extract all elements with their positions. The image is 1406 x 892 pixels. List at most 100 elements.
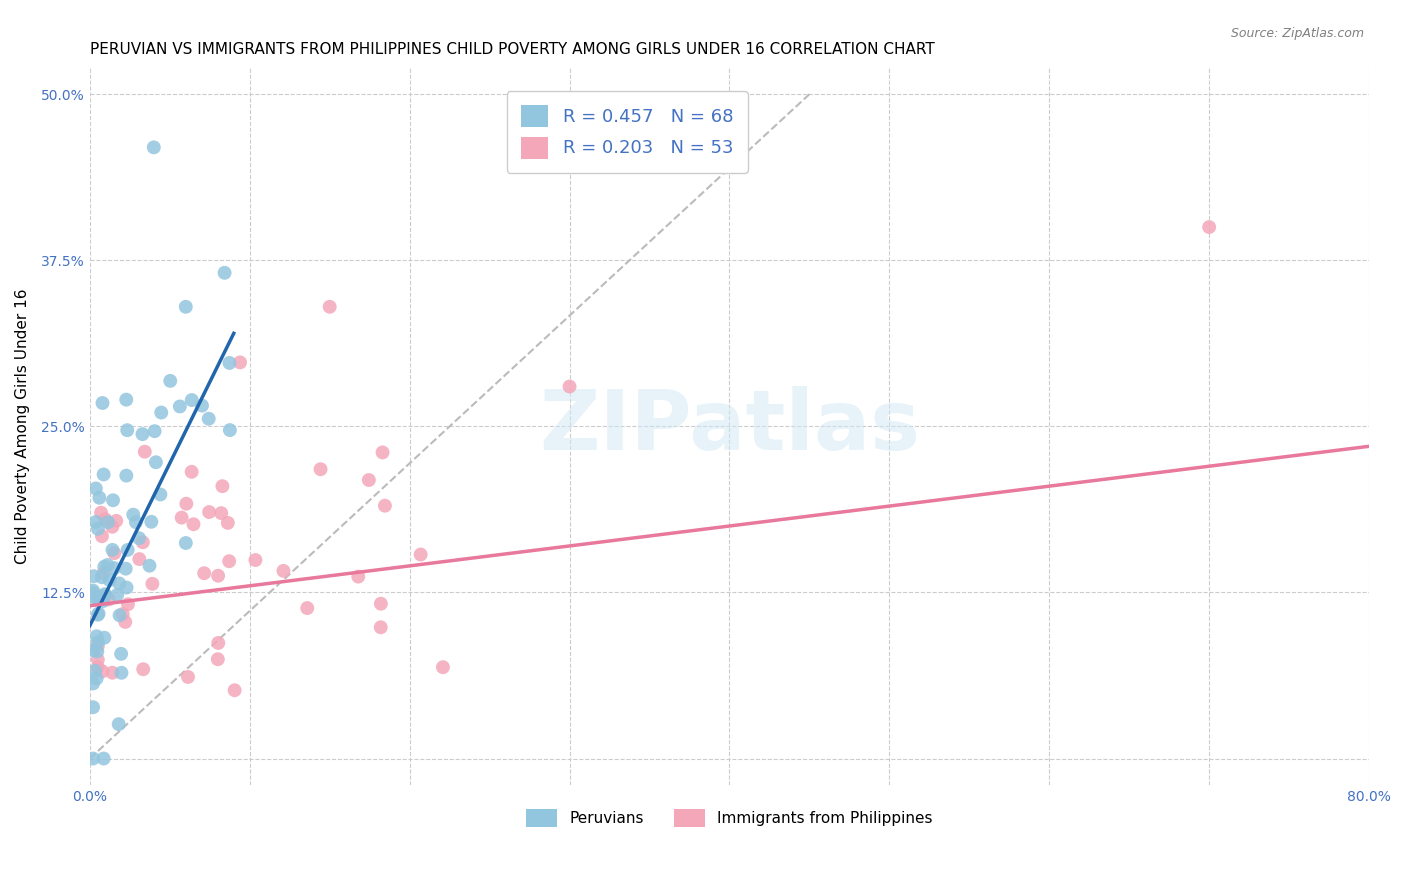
Point — [217, 516, 239, 530]
Point — [149, 487, 172, 501]
Point — [180, 465, 202, 479]
Point — [94, 512, 117, 526]
Point — [84, 515, 107, 529]
Point — [115, 423, 138, 437]
Point — [91, 529, 114, 543]
Point — [108, 608, 131, 623]
Point — [174, 300, 197, 314]
Point — [103, 561, 125, 575]
Point — [82, 583, 104, 598]
Point — [115, 468, 138, 483]
Point — [409, 548, 432, 562]
Point — [131, 427, 153, 442]
Point — [82, 751, 104, 765]
Point — [132, 662, 155, 676]
Point — [86, 672, 108, 686]
Point — [219, 423, 242, 437]
Point — [117, 597, 139, 611]
Point — [211, 479, 233, 493]
Point — [82, 676, 104, 690]
Point — [197, 411, 219, 425]
Point — [357, 473, 380, 487]
Point — [89, 491, 111, 505]
Point — [111, 607, 134, 621]
Point — [97, 592, 120, 607]
Point — [218, 356, 240, 370]
Point — [93, 467, 115, 482]
Point — [87, 660, 110, 674]
Point — [87, 592, 110, 607]
Text: PERUVIAN VS IMMIGRANTS FROM PHILIPPINES CHILD POVERTY AMONG GIRLS UNDER 16 CORRE: PERUVIAN VS IMMIGRANTS FROM PHILIPPINES … — [90, 42, 935, 57]
Point — [87, 639, 110, 653]
Point — [110, 647, 132, 661]
Point — [174, 536, 197, 550]
Point — [145, 455, 167, 469]
Point — [110, 665, 132, 680]
Point — [82, 700, 104, 714]
Text: Source: ZipAtlas.com: Source: ZipAtlas.com — [1230, 27, 1364, 40]
Point — [115, 392, 138, 407]
Point — [159, 374, 181, 388]
Point — [207, 636, 229, 650]
Point — [87, 589, 110, 603]
Point — [114, 561, 136, 575]
Point — [91, 396, 114, 410]
Point — [125, 515, 148, 529]
Point — [371, 445, 394, 459]
Point — [98, 573, 121, 587]
Point — [87, 607, 110, 621]
Text: ZIPatlas: ZIPatlas — [538, 386, 920, 467]
Point — [142, 140, 165, 154]
Point — [93, 566, 115, 581]
Point — [101, 665, 124, 680]
Point — [87, 652, 110, 666]
Point — [1198, 220, 1220, 235]
Point — [83, 569, 105, 583]
Point — [87, 607, 110, 622]
Point — [170, 510, 193, 524]
Point — [214, 266, 236, 280]
Legend: Peruvians, Immigrants from Philippines: Peruvians, Immigrants from Philippines — [519, 801, 941, 835]
Point — [374, 499, 396, 513]
Point — [122, 508, 145, 522]
Point — [91, 594, 114, 608]
Point — [176, 497, 198, 511]
Point — [370, 597, 392, 611]
Point — [117, 543, 139, 558]
Point — [193, 566, 215, 581]
Point — [90, 506, 112, 520]
Point — [105, 514, 128, 528]
Point — [93, 631, 115, 645]
Point — [273, 564, 295, 578]
Point — [103, 546, 125, 560]
Point — [207, 652, 229, 666]
Point — [183, 517, 205, 532]
Point — [134, 444, 156, 458]
Point — [128, 531, 150, 545]
Point — [87, 635, 110, 649]
Point — [82, 643, 104, 657]
Point — [128, 552, 150, 566]
Point — [86, 644, 108, 658]
Point — [93, 751, 115, 765]
Point — [207, 568, 229, 582]
Point — [114, 615, 136, 629]
Point — [143, 424, 166, 438]
Point — [94, 588, 117, 602]
Point — [218, 554, 240, 568]
Point — [297, 601, 319, 615]
Point — [101, 493, 124, 508]
Point — [309, 462, 332, 476]
Point — [141, 515, 163, 529]
Point — [169, 400, 191, 414]
Y-axis label: Child Poverty Among Girls Under 16: Child Poverty Among Girls Under 16 — [15, 289, 30, 564]
Point — [108, 576, 131, 591]
Point — [198, 505, 221, 519]
Point — [101, 520, 124, 534]
Point — [432, 660, 454, 674]
Point — [177, 670, 200, 684]
Point — [209, 506, 232, 520]
Point — [82, 585, 104, 599]
Point — [191, 399, 214, 413]
Point — [558, 379, 581, 393]
